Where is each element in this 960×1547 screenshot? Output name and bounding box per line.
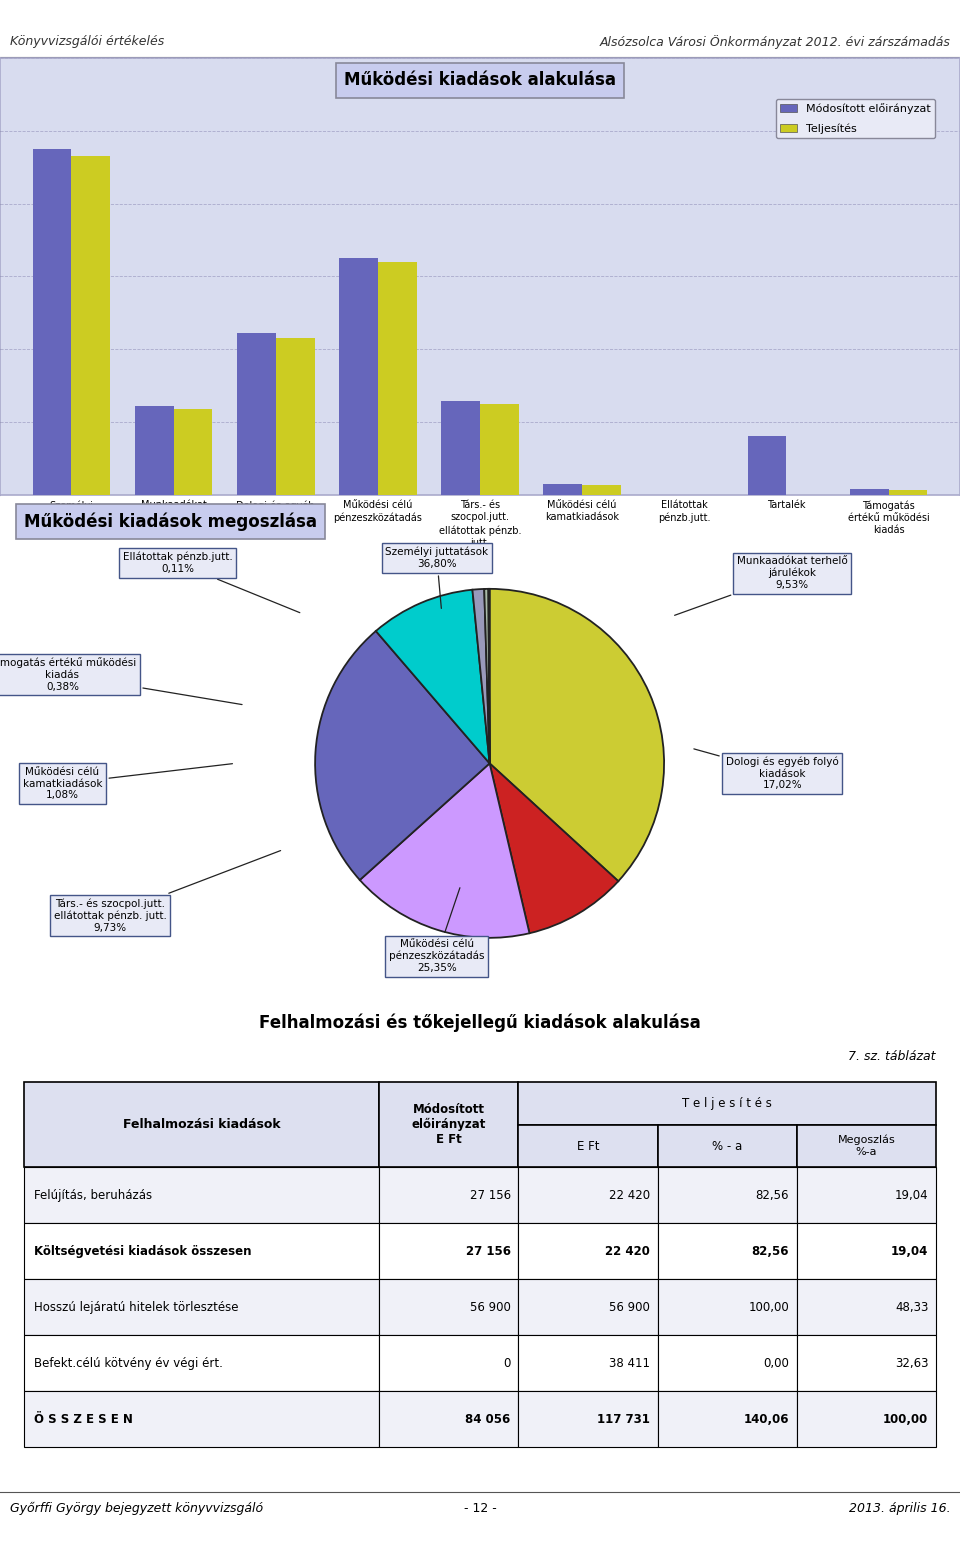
Bar [71, 156, 110, 495]
Text: T e l j e s í t é s: T e l j e s í t é s [683, 1097, 772, 1109]
FancyBboxPatch shape [518, 1125, 658, 1168]
FancyBboxPatch shape [797, 1391, 936, 1448]
Text: Megoszlás
%-a: Megoszlás %-a [837, 1135, 896, 1157]
Text: 2013. április 16.: 2013. április 16. [849, 1502, 950, 1515]
Text: Módosított
előirányzat
E Ft: Módosított előirányzat E Ft [412, 1103, 486, 1146]
FancyBboxPatch shape [24, 1168, 379, 1224]
Text: 100,00: 100,00 [883, 1412, 928, 1426]
FancyBboxPatch shape [379, 1168, 518, 1224]
FancyBboxPatch shape [24, 1224, 379, 1279]
Text: 56 900: 56 900 [469, 1301, 511, 1313]
Bar [174, 408, 212, 495]
Text: Alsózsolca Városi Önkormányzat 2012. évi zárszámadás: Alsózsolca Városi Önkormányzat 2012. évi… [600, 34, 950, 48]
Text: Befekt.célú kötvény év végi ért.: Befekt.célú kötvény év végi ért. [34, 1357, 223, 1369]
Text: 38 411: 38 411 [609, 1357, 650, 1369]
FancyBboxPatch shape [24, 1391, 379, 1448]
FancyBboxPatch shape [658, 1335, 797, 1391]
FancyBboxPatch shape [518, 1279, 658, 1335]
Text: 84 056: 84 056 [466, 1412, 511, 1426]
FancyBboxPatch shape [658, 1391, 797, 1448]
FancyBboxPatch shape [797, 1168, 936, 1224]
FancyBboxPatch shape [797, 1279, 936, 1335]
Bar [582, 486, 621, 495]
Text: Munkaadókat terhelő
járulékok
9,53%: Munkaadókat terhelő járulékok 9,53% [675, 557, 848, 616]
Bar [339, 258, 378, 495]
Bar [480, 404, 518, 495]
FancyBboxPatch shape [24, 1081, 379, 1168]
FancyBboxPatch shape [379, 1279, 518, 1335]
Text: 32,63: 32,63 [895, 1357, 928, 1369]
FancyBboxPatch shape [658, 1279, 797, 1335]
Text: Működési kiadások megoszlása: Működési kiadások megoszlása [24, 512, 317, 531]
Text: 48,33: 48,33 [895, 1301, 928, 1313]
Text: Ellátottak pénzb.jutt.
0,11%: Ellátottak pénzb.jutt. 0,11% [123, 552, 300, 613]
Text: Támogatás értékű működési
kiadás
0,38%: Támogatás értékű működési kiadás 0,38% [0, 657, 242, 704]
Bar [748, 436, 786, 495]
FancyBboxPatch shape [379, 1335, 518, 1391]
Text: % - a: % - a [712, 1140, 742, 1153]
Text: - 12 -: - 12 - [464, 1502, 496, 1515]
Text: Működési kiadások alakulása: Működési kiadások alakulása [344, 71, 616, 90]
FancyBboxPatch shape [518, 1168, 658, 1224]
FancyBboxPatch shape [24, 1335, 379, 1391]
Text: 22 420: 22 420 [609, 1188, 650, 1202]
Text: Működési célú
pénzeszközátadás
25,35%: Működési célú pénzeszközátadás 25,35% [389, 888, 485, 973]
FancyBboxPatch shape [379, 1224, 518, 1279]
Text: 19,04: 19,04 [895, 1188, 928, 1202]
Text: Működési célú
kamatkiadások
1,08%: Működési célú kamatkiadások 1,08% [23, 764, 232, 800]
Text: Felújítás, beruházás: Felújítás, beruházás [34, 1188, 152, 1202]
Text: 22 420: 22 420 [605, 1245, 650, 1258]
Text: Személyi juttatások
36,80%: Személyi juttatások 36,80% [385, 548, 489, 608]
FancyBboxPatch shape [518, 1081, 936, 1125]
FancyBboxPatch shape [518, 1391, 658, 1448]
Bar [543, 484, 582, 495]
Text: Ö S S Z E S E N: Ö S S Z E S E N [34, 1412, 132, 1426]
Text: 56 900: 56 900 [609, 1301, 650, 1313]
Text: Társ.- és szocpol.jutt.
ellátottak pénzb. jutt.
9,73%: Társ.- és szocpol.jutt. ellátottak pénzb… [54, 851, 280, 933]
Bar [276, 339, 315, 495]
Text: 82,56: 82,56 [756, 1188, 789, 1202]
FancyBboxPatch shape [24, 1279, 379, 1335]
FancyBboxPatch shape [797, 1224, 936, 1279]
Text: 27 156: 27 156 [469, 1188, 511, 1202]
Text: 27 156: 27 156 [466, 1245, 511, 1258]
Text: Könyvvizsgálói értékelés: Könyvvizsgálói értékelés [10, 36, 164, 48]
FancyBboxPatch shape [797, 1125, 936, 1168]
Text: 19,04: 19,04 [891, 1245, 928, 1258]
Bar [378, 261, 417, 495]
FancyBboxPatch shape [658, 1168, 797, 1224]
Legend: Módosított előirányzat, Teljesítés: Módosított előirányzat, Teljesítés [776, 99, 935, 138]
FancyBboxPatch shape [518, 1224, 658, 1279]
Bar [134, 405, 174, 495]
Bar [33, 149, 71, 495]
FancyBboxPatch shape [379, 1391, 518, 1448]
Text: Dologi és egyéb folyó
kiadások
17,02%: Dologi és egyéb folyó kiadások 17,02% [694, 749, 839, 791]
FancyBboxPatch shape [658, 1125, 797, 1168]
Text: 117 731: 117 731 [597, 1412, 650, 1426]
FancyBboxPatch shape [379, 1081, 518, 1168]
Text: Hosszú lejáratú hitelek törlesztése: Hosszú lejáratú hitelek törlesztése [34, 1301, 238, 1313]
Text: 100,00: 100,00 [749, 1301, 789, 1313]
FancyBboxPatch shape [518, 1335, 658, 1391]
Text: 7. sz. táblázat: 7. sz. táblázat [849, 1050, 936, 1063]
Text: Felhalmozási és tőkejellegű kiadások alakulása: Felhalmozási és tőkejellegű kiadások ala… [259, 1013, 701, 1032]
Text: E Ft: E Ft [577, 1140, 599, 1153]
Bar [237, 333, 276, 495]
Text: 0,00: 0,00 [763, 1357, 789, 1369]
Text: 82,56: 82,56 [752, 1245, 789, 1258]
Text: Győrffi György bejegyzett könyvvizsgáló: Győrffi György bejegyzett könyvvizsgáló [10, 1502, 263, 1515]
Bar [850, 489, 889, 495]
Bar [889, 490, 927, 495]
Text: 140,06: 140,06 [744, 1412, 789, 1426]
Text: Költségvetési kiadások összesen: Költségvetési kiadások összesen [34, 1245, 252, 1258]
Text: Felhalmozási kiadások: Felhalmozási kiadások [123, 1118, 280, 1131]
FancyBboxPatch shape [797, 1335, 936, 1391]
Bar [442, 402, 480, 495]
FancyBboxPatch shape [658, 1224, 797, 1279]
Text: 0: 0 [503, 1357, 511, 1369]
